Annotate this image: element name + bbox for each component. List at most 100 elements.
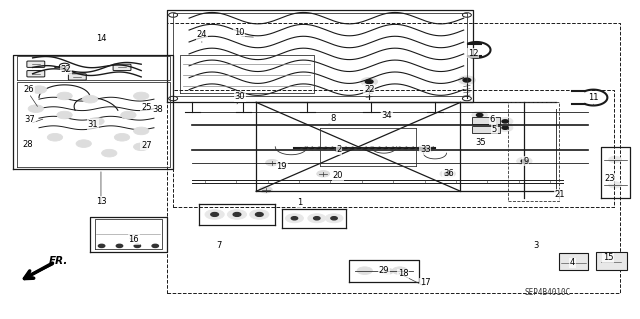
Circle shape: [476, 114, 483, 117]
Circle shape: [472, 111, 487, 119]
Text: 13: 13: [95, 197, 106, 206]
Circle shape: [83, 95, 98, 103]
Circle shape: [365, 80, 373, 84]
Text: 12: 12: [468, 48, 479, 58]
Circle shape: [227, 210, 246, 219]
FancyBboxPatch shape: [472, 117, 500, 123]
Circle shape: [422, 148, 429, 151]
Circle shape: [325, 214, 343, 223]
FancyBboxPatch shape: [113, 64, 131, 70]
Text: 24: 24: [196, 31, 207, 40]
Text: 20: 20: [333, 171, 343, 180]
Circle shape: [76, 140, 92, 147]
Text: 4: 4: [570, 258, 575, 267]
Text: SEP4B4010C: SEP4B4010C: [524, 288, 571, 297]
Circle shape: [357, 267, 372, 274]
Circle shape: [115, 133, 130, 141]
Circle shape: [516, 157, 532, 165]
Text: 3: 3: [533, 241, 538, 250]
Circle shape: [134, 127, 149, 135]
Circle shape: [521, 160, 527, 163]
Text: 15: 15: [603, 254, 613, 263]
Circle shape: [134, 244, 141, 248]
Circle shape: [440, 170, 456, 178]
Text: 36: 36: [443, 169, 454, 178]
Text: 35: 35: [475, 137, 486, 146]
Circle shape: [497, 118, 513, 125]
Text: 31: 31: [87, 120, 98, 129]
Circle shape: [285, 214, 303, 223]
Circle shape: [134, 92, 149, 100]
Text: 1: 1: [297, 198, 302, 207]
Circle shape: [314, 217, 320, 220]
Circle shape: [463, 78, 470, 82]
Text: 28: 28: [23, 140, 33, 149]
Circle shape: [317, 171, 330, 177]
Text: 23: 23: [604, 174, 614, 183]
Circle shape: [99, 244, 105, 248]
Circle shape: [47, 133, 63, 141]
Text: 11: 11: [588, 93, 598, 102]
Circle shape: [121, 111, 136, 119]
Circle shape: [205, 210, 224, 219]
Text: 27: 27: [141, 141, 152, 150]
Circle shape: [445, 172, 451, 175]
Text: 2: 2: [337, 145, 342, 154]
Circle shape: [259, 187, 272, 193]
Text: 37: 37: [25, 115, 35, 124]
Circle shape: [134, 143, 149, 151]
Circle shape: [89, 118, 104, 125]
Circle shape: [497, 124, 513, 131]
Circle shape: [392, 267, 408, 274]
Text: 7: 7: [216, 241, 222, 250]
Text: 19: 19: [276, 162, 287, 171]
Circle shape: [211, 212, 218, 216]
Text: 33: 33: [420, 145, 431, 154]
Circle shape: [57, 92, 72, 100]
Text: 26: 26: [24, 85, 34, 94]
Text: 18: 18: [397, 269, 408, 278]
FancyBboxPatch shape: [559, 253, 588, 270]
Text: 10: 10: [234, 28, 244, 37]
Text: 32: 32: [61, 65, 71, 74]
Text: 9: 9: [523, 157, 528, 166]
FancyArrowPatch shape: [25, 264, 52, 278]
Circle shape: [308, 214, 326, 223]
Circle shape: [102, 149, 117, 157]
Circle shape: [502, 120, 508, 123]
Circle shape: [609, 182, 621, 188]
Circle shape: [418, 145, 433, 153]
FancyBboxPatch shape: [68, 74, 86, 80]
Text: 38: 38: [152, 105, 163, 114]
FancyBboxPatch shape: [472, 126, 500, 133]
Circle shape: [382, 269, 394, 274]
Text: 22: 22: [364, 85, 374, 94]
Circle shape: [116, 244, 123, 248]
FancyBboxPatch shape: [596, 252, 627, 270]
Circle shape: [31, 86, 47, 93]
Circle shape: [152, 244, 159, 248]
Circle shape: [609, 156, 621, 163]
Circle shape: [250, 210, 269, 219]
Circle shape: [291, 217, 298, 220]
Text: 5: 5: [492, 125, 497, 134]
Text: 30: 30: [234, 92, 245, 101]
Circle shape: [459, 76, 475, 84]
Text: 8: 8: [330, 114, 335, 123]
Circle shape: [502, 126, 508, 129]
Circle shape: [233, 212, 241, 216]
Circle shape: [361, 78, 378, 86]
Text: 21: 21: [554, 190, 564, 199]
Text: 29: 29: [379, 265, 389, 275]
Text: 6: 6: [490, 115, 495, 124]
FancyBboxPatch shape: [27, 61, 45, 67]
FancyBboxPatch shape: [27, 70, 45, 77]
Circle shape: [331, 217, 337, 220]
Text: 14: 14: [97, 34, 107, 43]
Text: 17: 17: [420, 278, 431, 287]
Text: 16: 16: [128, 235, 139, 244]
Circle shape: [255, 212, 263, 216]
Text: 25: 25: [141, 103, 152, 112]
Text: 34: 34: [381, 111, 392, 120]
Text: FR.: FR.: [49, 256, 68, 266]
